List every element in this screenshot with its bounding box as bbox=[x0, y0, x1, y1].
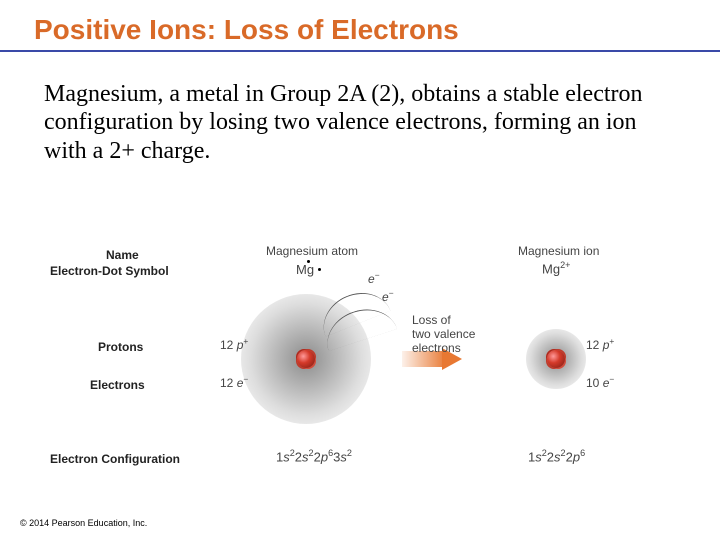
loss-text: Loss of two valence electrons bbox=[412, 314, 475, 355]
atom-symbol: Mg bbox=[296, 262, 314, 277]
row-label-econf: Electron Configuration bbox=[50, 452, 180, 466]
ionization-diagram: Name Electron-Dot Symbol Protons Electro… bbox=[80, 248, 660, 488]
e-label-2: e− bbox=[382, 288, 394, 304]
atom-nucleus bbox=[297, 350, 315, 368]
atom-electrons: 12 e− bbox=[220, 374, 248, 390]
ion-nucleus bbox=[547, 350, 565, 368]
atom-econf: 1s22s22p63s2 bbox=[276, 448, 352, 464]
row-label-name: Name bbox=[106, 248, 139, 262]
atom-protons: 12 p+ bbox=[220, 336, 248, 352]
ion-electrons: 10 e− bbox=[586, 374, 614, 390]
ion-econf: 1s22s22p6 bbox=[528, 448, 585, 464]
page-title: Positive Ions: Loss of Electrons bbox=[0, 0, 720, 52]
ion-symbol: Mg2+ bbox=[542, 260, 570, 276]
ion-protons: 12 p+ bbox=[586, 336, 614, 352]
row-label-electrons: Electrons bbox=[90, 378, 145, 392]
copyright-text: © 2014 Pearson Education, Inc. bbox=[20, 518, 147, 528]
ion-header: Magnesium ion bbox=[518, 244, 599, 258]
row-label-eds: Electron-Dot Symbol bbox=[50, 264, 169, 278]
body-paragraph: Magnesium, a metal in Group 2A (2), obta… bbox=[0, 52, 720, 165]
e-label-1: e− bbox=[368, 270, 380, 286]
atom-header: Magnesium atom bbox=[266, 244, 358, 258]
row-label-protons: Protons bbox=[98, 340, 143, 354]
